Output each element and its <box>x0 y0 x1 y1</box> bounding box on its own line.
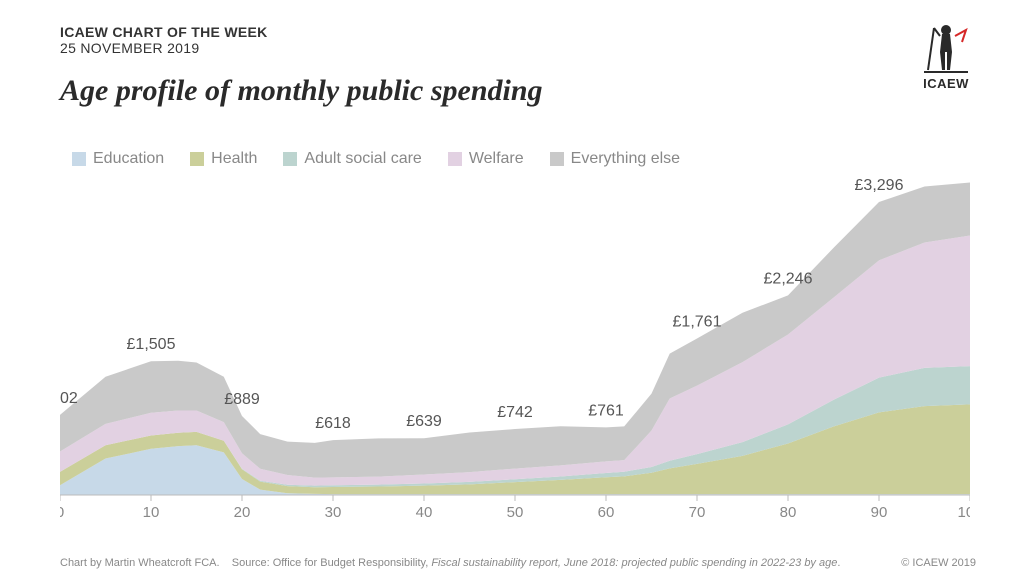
x-tick-label: 0 <box>60 504 64 521</box>
legend-item-everything-else: Everything else <box>550 150 680 168</box>
x-tick-label: 10 <box>143 504 160 521</box>
total-label: £2,246 <box>764 270 813 287</box>
footer-source-prefix: Source: Office for Budget Responsibility… <box>232 557 432 569</box>
icaew-logo: ICAEW <box>916 22 976 91</box>
x-tick-label: 60 <box>598 504 615 521</box>
legend-label: Everything else <box>571 150 680 168</box>
footer-source-italic: Fiscal sustainability report, June 2018:… <box>431 557 837 569</box>
x-tick-label: 80 <box>780 504 797 521</box>
chart-title: Age profile of monthly public spending <box>60 74 964 108</box>
total-label: £889 <box>224 391 260 408</box>
legend-label: Welfare <box>469 150 524 168</box>
footer-credit: Chart by Martin Wheatcroft FCA. <box>60 557 220 569</box>
legend-label: Adult social care <box>304 150 421 168</box>
x-tick-label: 50 <box>507 504 524 521</box>
legend-swatch <box>550 152 564 166</box>
legend-swatch <box>72 152 86 166</box>
legend-label: Health <box>211 150 257 168</box>
chart-area: 0 10 20 30 40 50 60 70 80 90 100 £902 £1,505 £889 £618… <box>60 175 970 525</box>
legend-item-adult-social-care: Adult social care <box>283 150 421 168</box>
footer-copyright: © ICAEW 2019 <box>901 557 976 569</box>
total-label: £639 <box>406 413 442 430</box>
total-label: £3,296 <box>855 177 904 194</box>
legend-swatch <box>448 152 462 166</box>
legend-item-health: Health <box>190 150 257 168</box>
x-tick-label: 90 <box>871 504 888 521</box>
legend-item-education: Education <box>72 150 164 168</box>
legend-swatch <box>190 152 204 166</box>
header: ICAEW CHART OF THE WEEK 25 NOVEMBER 2019… <box>60 24 964 108</box>
logo-text: ICAEW <box>916 76 976 91</box>
stacked-area-chart: 0 10 20 30 40 50 60 70 80 90 100 £902 £1,505 £889 £618… <box>60 175 970 525</box>
footer-source: Chart by Martin Wheatcroft FCA. Source: … <box>60 557 840 569</box>
total-label: £742 <box>497 404 533 421</box>
legend-item-welfare: Welfare <box>448 150 524 168</box>
chart-legend: Education Health Adult social care Welfare E… <box>72 150 680 168</box>
header-date: 25 NOVEMBER 2019 <box>60 40 964 56</box>
x-tick-label: 40 <box>416 504 433 521</box>
economia-figure-icon <box>922 22 970 74</box>
legend-swatch <box>283 152 297 166</box>
x-tick-label: 100 <box>957 504 970 521</box>
x-tick-label: 70 <box>689 504 706 521</box>
total-label: £902 <box>60 390 78 407</box>
footer: Chart by Martin Wheatcroft FCA. Source: … <box>60 557 976 569</box>
total-label: £761 <box>588 402 624 419</box>
total-label: £1,761 <box>673 313 722 330</box>
footer-source-suffix: . <box>837 557 840 569</box>
x-tick-label: 20 <box>234 504 251 521</box>
x-tick-label: 30 <box>325 504 342 521</box>
total-label: £618 <box>315 415 351 432</box>
legend-label: Education <box>93 150 164 168</box>
supertitle: ICAEW CHART OF THE WEEK <box>60 24 964 40</box>
total-label: £1,505 <box>127 336 176 353</box>
